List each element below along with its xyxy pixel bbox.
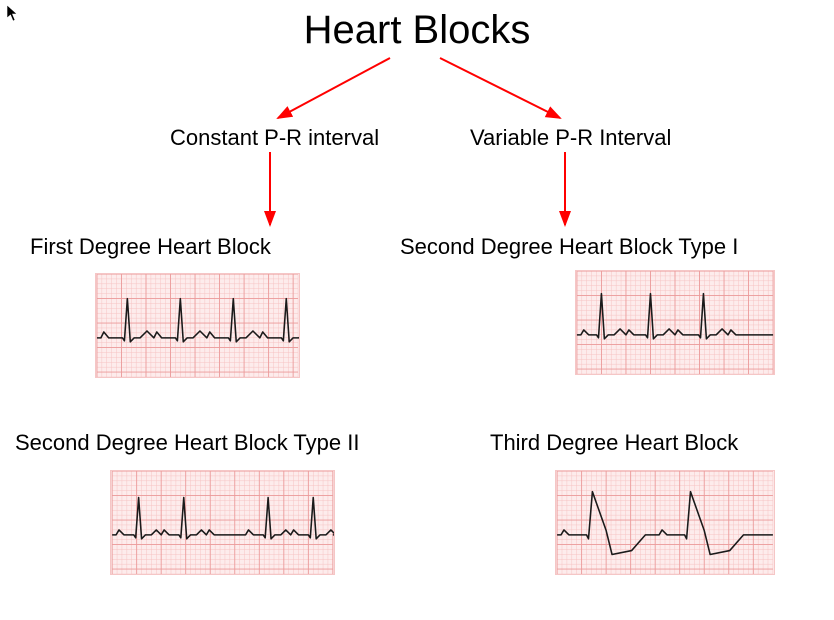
ecg-third-degree [555,470,775,575]
label-variable-pr: Variable P-R Interval [470,125,671,151]
label-constant-pr: Constant P-R interval [170,125,379,151]
ecg-second-degree-type1 [575,270,775,375]
label-second-degree-type2: Second Degree Heart Block Type II [15,430,359,456]
label-third-degree: Third Degree Heart Block [490,430,738,456]
label-first-degree: First Degree Heart Block [30,234,271,260]
page-title: Heart Blocks [0,8,834,53]
ecg-second-degree-type2 [110,470,335,575]
label-second-degree-type1: Second Degree Heart Block Type I [400,234,738,260]
ecg-first-degree [95,273,300,378]
